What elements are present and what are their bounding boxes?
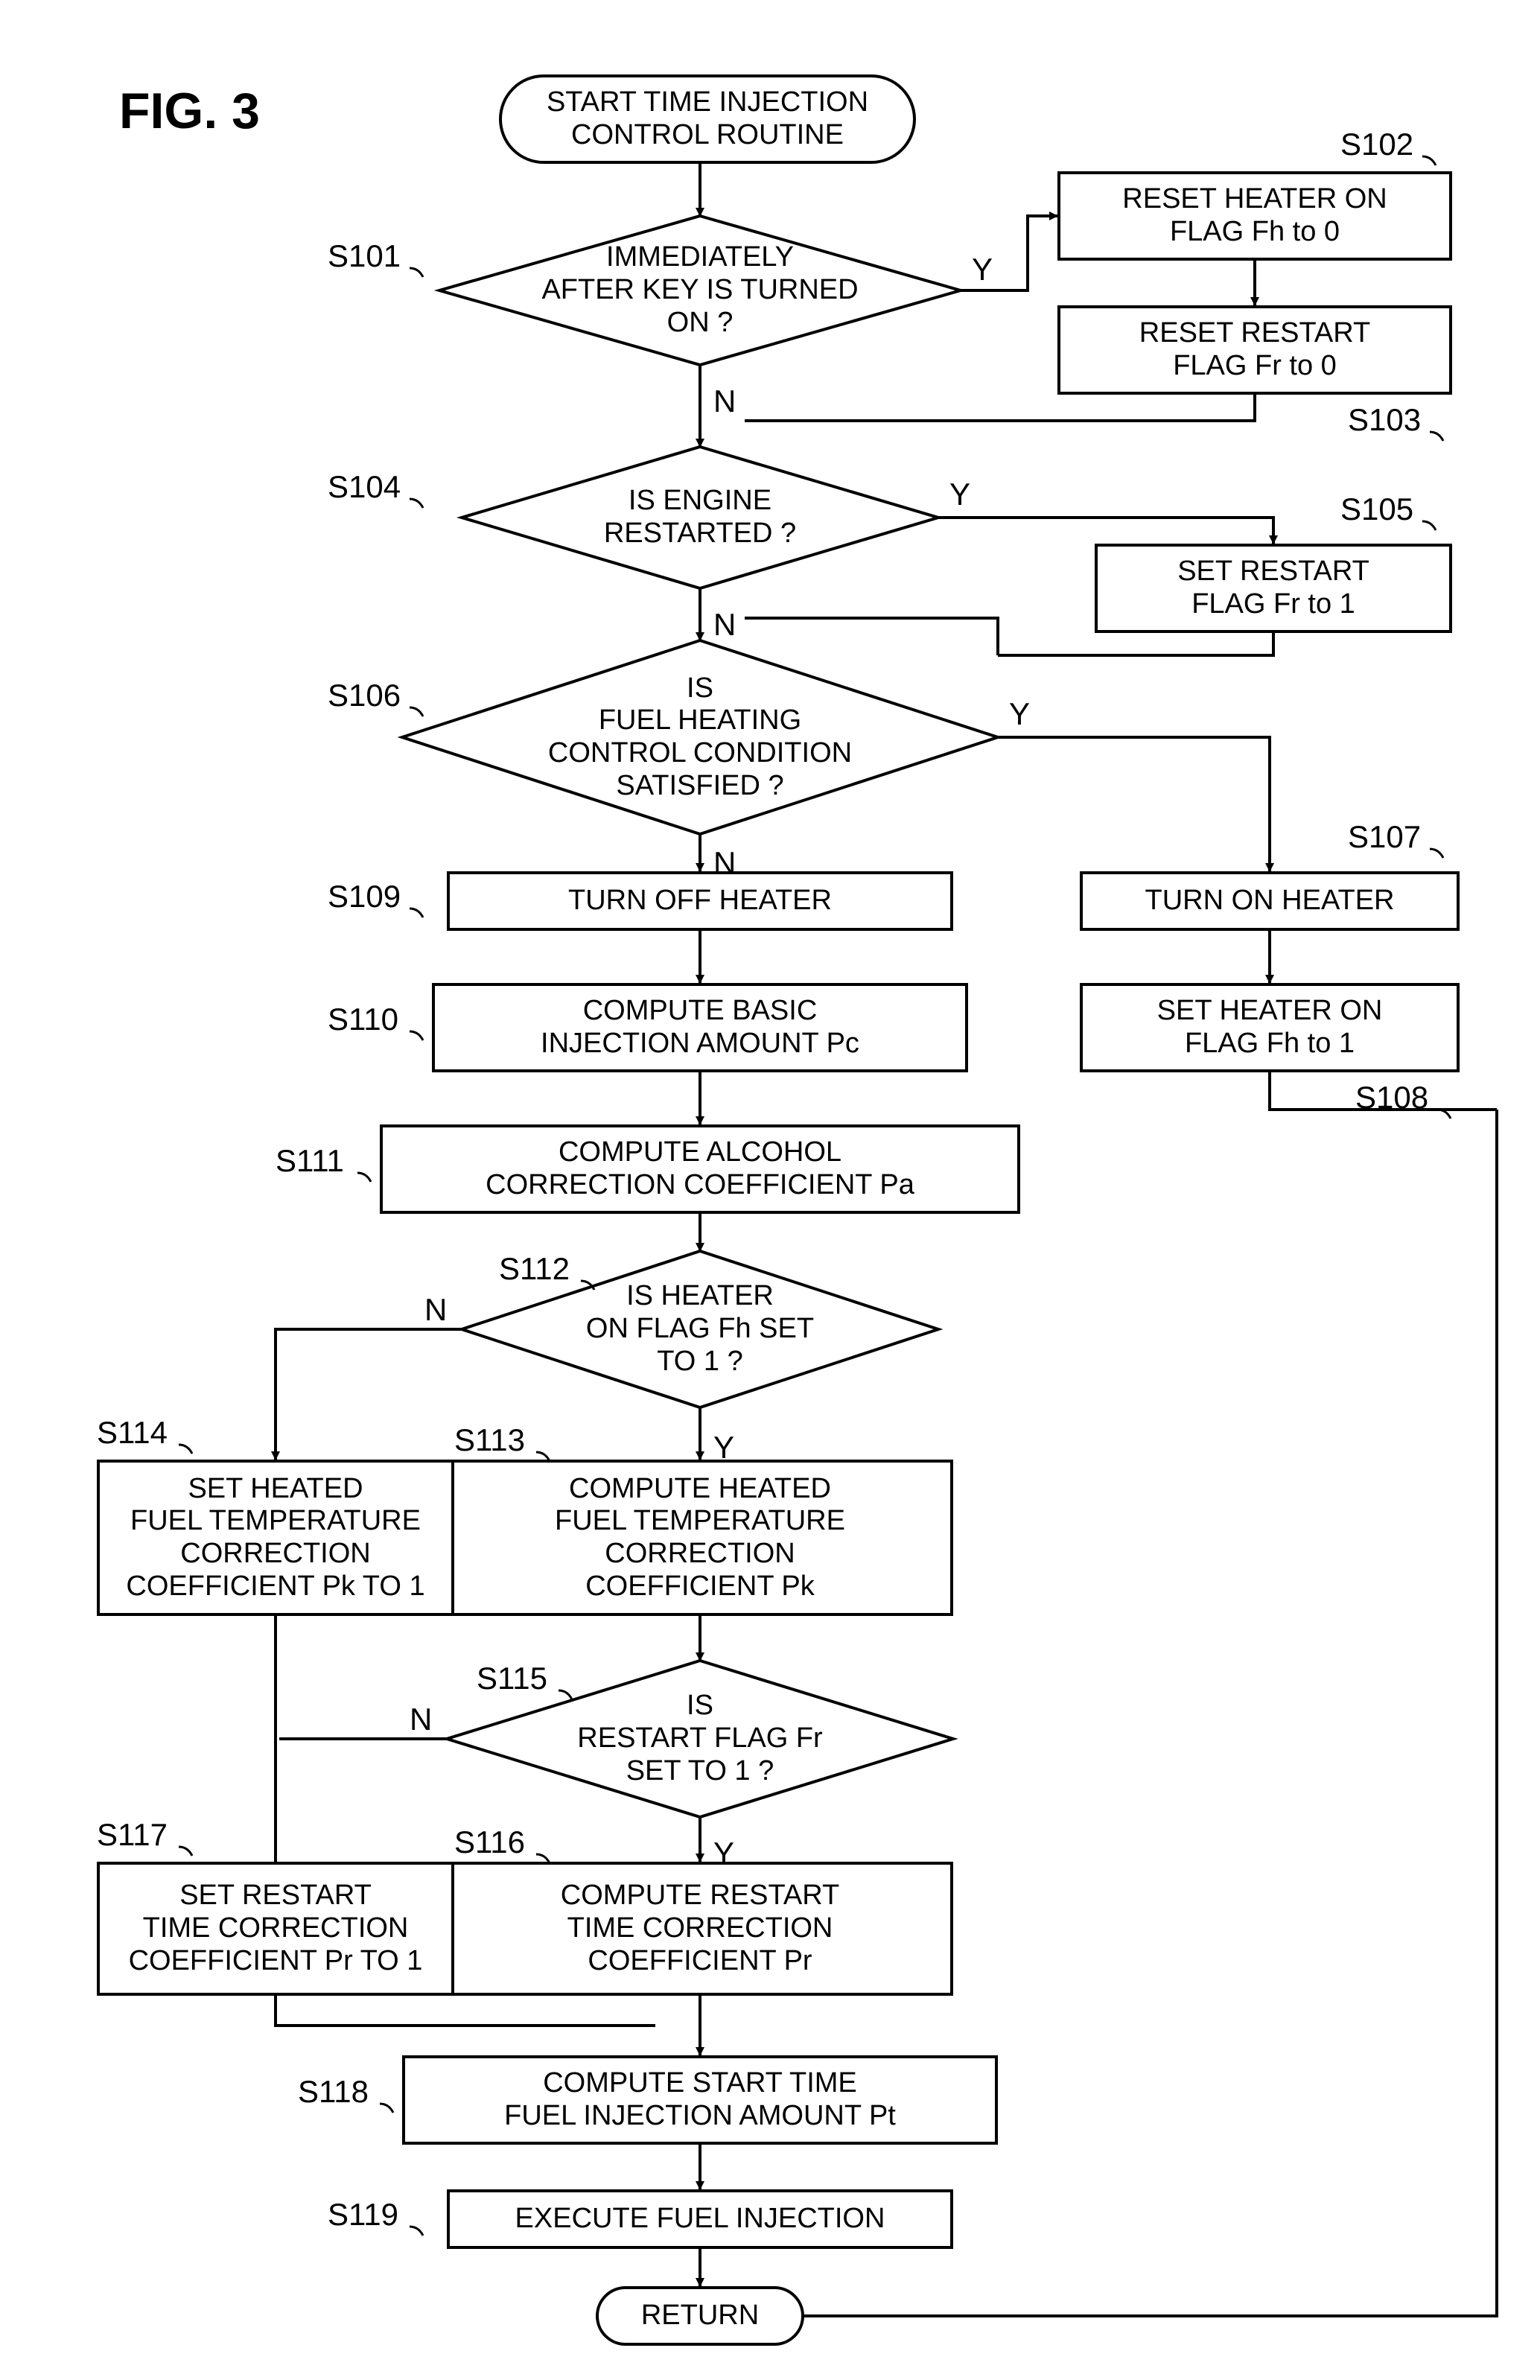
process-p111: COMPUTE ALCOHOLCORRECTION COEFFICIENT Pa — [380, 1124, 1020, 1214]
decision-d112: IS HEATERON FLAG Fh SETTO 1 ? — [462, 1251, 938, 1407]
decision-d106: ISFUEL HEATINGCONTROL CONDITIONSATISFIED… — [402, 640, 998, 834]
step-label: S116 — [454, 1824, 525, 1860]
decision-text: ISFUEL HEATINGCONTROL CONDITIONSATISFIED… — [466, 666, 934, 809]
process-p108: SET HEATER ONFLAG Fh to 1 — [1080, 983, 1460, 1072]
decision-text: IS ENGINERESTARTED ? — [522, 479, 878, 556]
process-p119: EXECUTE FUEL INJECTION — [447, 2189, 953, 2249]
step-label: S108 — [1355, 1080, 1428, 1116]
step-label: S102 — [1340, 127, 1413, 162]
branch-yes: Y — [972, 252, 993, 287]
branch-no: N — [713, 607, 736, 643]
process-p107: TURN ON HEATER — [1080, 871, 1460, 931]
step-label: S101 — [328, 238, 401, 274]
process-p110: COMPUTE BASICINJECTION AMOUNT Pc — [432, 983, 968, 1072]
branch-no: N — [410, 1702, 432, 1737]
step-label: S107 — [1348, 819, 1421, 855]
process-p102: RESET HEATER ONFLAG Fh to 0 — [1057, 171, 1452, 261]
process-p114: SET HEATEDFUEL TEMPERATURECORRECTIONCOEF… — [97, 1460, 454, 1616]
branch-no: N — [424, 1292, 447, 1328]
branch-no: N — [713, 384, 736, 419]
branch-yes: Y — [713, 1836, 734, 1871]
branch-no: N — [713, 845, 736, 881]
branch-yes: Y — [1009, 696, 1030, 732]
process-p118: COMPUTE START TIMEFUEL INJECTION AMOUNT … — [402, 2055, 998, 2145]
decision-text: ISRESTART FLAG FrSET TO 1 ? — [495, 1684, 904, 1793]
decision-text: IMMEDIATELYAFTER KEY IS TURNEDON ? — [459, 235, 940, 345]
step-label: S109 — [328, 879, 401, 914]
process-p116: COMPUTE RESTARTTIME CORRECTIONCOEFFICIEN… — [447, 1862, 953, 1996]
step-label: S106 — [328, 678, 401, 713]
branch-yes: Y — [949, 477, 970, 512]
step-label: S118 — [298, 2074, 369, 2110]
decision-d115: ISRESTART FLAG FrSET TO 1 ? — [447, 1661, 953, 1817]
step-label: S103 — [1348, 402, 1421, 438]
step-label: S110 — [328, 1002, 398, 1037]
decision-text: IS HEATERON FLAG Fh SETTO 1 ? — [504, 1274, 896, 1384]
decision-d104: IS ENGINERESTARTED ? — [462, 447, 938, 588]
step-label: S117 — [97, 1817, 168, 1853]
flowchart-canvas: FIG. 3 START TIME INJECTIONCONTROL ROUTI… — [30, 30, 1540, 2306]
branch-yes: Y — [713, 1430, 734, 1466]
process-p103: RESET RESTARTFLAG Fr to 0 — [1057, 305, 1452, 395]
step-label: S111 — [276, 1143, 344, 1179]
step-label: S113 — [454, 1422, 525, 1458]
process-p113: COMPUTE HEATEDFUEL TEMPERATURECORRECTION… — [447, 1460, 953, 1616]
step-label: S119 — [328, 2197, 398, 2233]
step-label: S105 — [1340, 491, 1413, 527]
process-p105: SET RESTARTFLAG Fr to 1 — [1095, 544, 1452, 633]
process-p109: TURN OFF HEATER — [447, 871, 953, 931]
step-label: S114 — [97, 1415, 168, 1451]
terminator-end: RETURN — [596, 2286, 804, 2346]
step-label: S104 — [328, 469, 401, 505]
terminator-start: START TIME INJECTIONCONTROL ROUTINE — [499, 74, 916, 164]
decision-d101: IMMEDIATELYAFTER KEY IS TURNEDON ? — [439, 216, 961, 365]
process-p117: SET RESTARTTIME CORRECTIONCOEFFICIENT Pr… — [97, 1862, 454, 1996]
